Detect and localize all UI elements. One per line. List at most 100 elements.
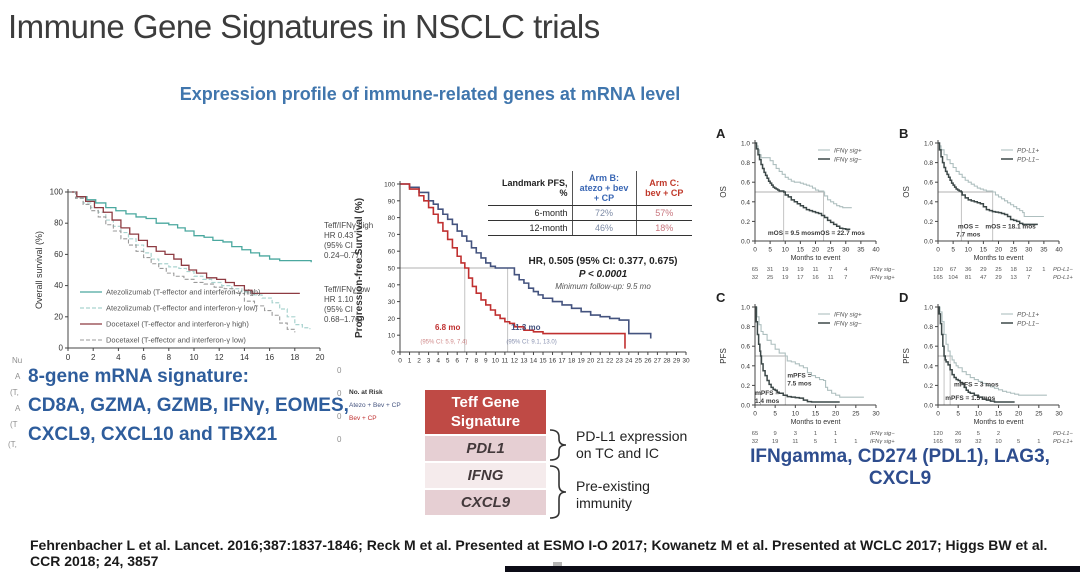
svg-text:21: 21 xyxy=(597,358,605,365)
svg-text:26: 26 xyxy=(644,358,652,365)
svg-text:OS: OS xyxy=(902,186,911,198)
svg-text:60: 60 xyxy=(388,249,396,256)
svg-text:80: 80 xyxy=(388,215,396,222)
at-risk-title: No. at Risk xyxy=(349,389,383,396)
svg-text:Atezolizumab (T-effector and i: Atezolizumab (T-effector and interferon-… xyxy=(106,304,258,313)
svg-text:18: 18 xyxy=(290,353,299,362)
svg-text:10: 10 xyxy=(782,247,790,254)
svg-text:1.0: 1.0 xyxy=(741,141,750,148)
svg-text:(95% CI: 5.9, 7.4): (95% CI: 5.9, 7.4) xyxy=(420,340,467,346)
svg-text:0.8: 0.8 xyxy=(741,324,750,331)
svg-text:25: 25 xyxy=(767,275,773,281)
svg-text:26: 26 xyxy=(955,431,961,437)
svg-text:165: 165 xyxy=(933,439,943,445)
svg-text:2: 2 xyxy=(417,358,421,365)
svg-text:0.8: 0.8 xyxy=(924,160,933,167)
svg-text:32: 32 xyxy=(752,439,758,445)
svg-text:16: 16 xyxy=(812,275,818,281)
landmark-table-header-row: Landmark PFS, % Arm B: atezo + bev + CP … xyxy=(488,171,692,206)
svg-text:0.6: 0.6 xyxy=(741,180,750,187)
teff-box-header: Teff Gene Signature xyxy=(425,390,546,434)
svg-text:0.4: 0.4 xyxy=(924,199,933,206)
gene-signature-line2: CD8A, GZMA, GZMB, IFNγ, EOMES, xyxy=(28,395,349,416)
svg-text:5: 5 xyxy=(768,247,772,254)
svg-text:20: 20 xyxy=(587,358,595,365)
svg-text:IFNγ sig+: IFNγ sig+ xyxy=(834,312,862,319)
page-title: Immune Gene Signatures in NSCLC trials xyxy=(8,8,600,45)
svg-text:Progression-free Survival (%): Progression-free Survival (%) xyxy=(354,198,365,338)
svg-text:40: 40 xyxy=(54,281,63,290)
svg-text:20: 20 xyxy=(995,247,1003,254)
svg-text:A: A xyxy=(716,126,726,141)
svg-text:19: 19 xyxy=(782,275,788,281)
svg-text:4: 4 xyxy=(844,267,848,273)
svg-text:5: 5 xyxy=(446,358,450,365)
svg-text:IFNγ sig−: IFNγ sig− xyxy=(870,431,895,437)
svg-text:40: 40 xyxy=(872,247,880,254)
svg-text:Docetaxel (T-effector and inte: Docetaxel (T-effector and interferon-γ h… xyxy=(106,320,249,329)
svg-text:28: 28 xyxy=(663,358,671,365)
svg-text:20: 20 xyxy=(54,312,63,321)
poplar-os-km-chart: 0 20 40 60 80 100 0 2 4 6 8 10 12 14 16 18 20 Overall sur… xyxy=(34,188,373,363)
svg-text:13: 13 xyxy=(1010,275,1016,281)
svg-text:0.2: 0.2 xyxy=(741,383,750,390)
margin-fragment: (T xyxy=(10,420,18,429)
svg-text:4: 4 xyxy=(116,353,121,362)
svg-text:mOS =: mOS = xyxy=(958,223,979,230)
svg-text:1.0: 1.0 xyxy=(924,305,933,312)
svg-text:HR 1.10: HR 1.10 xyxy=(324,295,354,304)
svg-text:90: 90 xyxy=(388,198,396,205)
svg-text:25: 25 xyxy=(852,411,860,418)
svg-text:PD-L1−: PD-L1− xyxy=(1053,267,1073,273)
svg-text:7: 7 xyxy=(465,358,469,365)
svg-text:0.68–1.76): 0.68–1.76) xyxy=(324,315,363,324)
svg-text:0: 0 xyxy=(59,344,64,353)
at-risk-zero-fragment: 0 xyxy=(337,366,342,375)
at-risk-zero-fragment: 0 xyxy=(337,412,342,421)
svg-text:D: D xyxy=(899,290,908,305)
svg-text:0: 0 xyxy=(936,247,940,254)
landmark-col0-header: Landmark PFS, % xyxy=(488,171,572,206)
svg-text:25: 25 xyxy=(827,247,835,254)
svg-text:12: 12 xyxy=(511,358,519,365)
svg-text:19: 19 xyxy=(782,267,788,273)
svg-text:IFNγ sig−: IFNγ sig− xyxy=(870,267,895,273)
svg-text:15: 15 xyxy=(797,247,805,254)
svg-text:25: 25 xyxy=(1035,411,1043,418)
svg-text:14: 14 xyxy=(530,358,538,365)
margin-fragment: (T, xyxy=(10,388,19,397)
svg-text:C: C xyxy=(716,290,726,305)
svg-text:IFNγ sig−: IFNγ sig− xyxy=(834,157,862,164)
svg-text:1: 1 xyxy=(1037,439,1040,445)
svg-text:25: 25 xyxy=(995,267,1001,273)
svg-text:15: 15 xyxy=(995,411,1003,418)
svg-text:1: 1 xyxy=(834,431,837,437)
svg-text:mPFS =: mPFS = xyxy=(755,390,779,397)
svg-text:23: 23 xyxy=(616,358,624,365)
svg-text:50: 50 xyxy=(388,266,396,273)
svg-text:0.0: 0.0 xyxy=(741,239,750,246)
svg-text:120: 120 xyxy=(933,431,943,437)
svg-text:0.6: 0.6 xyxy=(741,344,750,351)
panel-a-os-ifng-chart: 0.0 0.2 0.4 0.6 0.8 1.0 0 5 10 15 20 25 30 35 40 OS Mont… xyxy=(716,126,895,281)
svg-text:PD-L1−: PD-L1− xyxy=(1053,431,1073,437)
svg-text:11: 11 xyxy=(501,358,508,365)
svg-text:10: 10 xyxy=(492,358,500,365)
gene-signature-line1: 8-gene mRNA signature: xyxy=(28,366,249,387)
svg-text:mOS = 9.5 mos: mOS = 9.5 mos xyxy=(768,230,815,237)
panel-c-pfs-ifng-chart: 0.00.20.40.60.81.00 5 10 15 20 25 30PFSMonths … xyxy=(716,290,895,445)
svg-text:PD-L1+: PD-L1+ xyxy=(1053,275,1073,281)
at-risk-arm-c-label: Bev + CP xyxy=(349,415,377,422)
svg-text:14: 14 xyxy=(240,353,249,362)
svg-text:PD-L1−: PD-L1− xyxy=(1017,157,1039,164)
svg-text:IFNγ sig−: IFNγ sig− xyxy=(834,321,862,328)
svg-text:20: 20 xyxy=(1015,411,1023,418)
svg-text:10: 10 xyxy=(995,439,1001,445)
svg-text:0.2: 0.2 xyxy=(924,383,933,390)
svg-text:15: 15 xyxy=(812,411,820,418)
svg-text:1.4 mos: 1.4 mos xyxy=(755,398,780,405)
svg-text:24: 24 xyxy=(625,358,633,365)
svg-text:mPFS =: mPFS = xyxy=(787,373,811,380)
svg-text:5: 5 xyxy=(977,431,980,437)
svg-text:0.6: 0.6 xyxy=(924,180,933,187)
